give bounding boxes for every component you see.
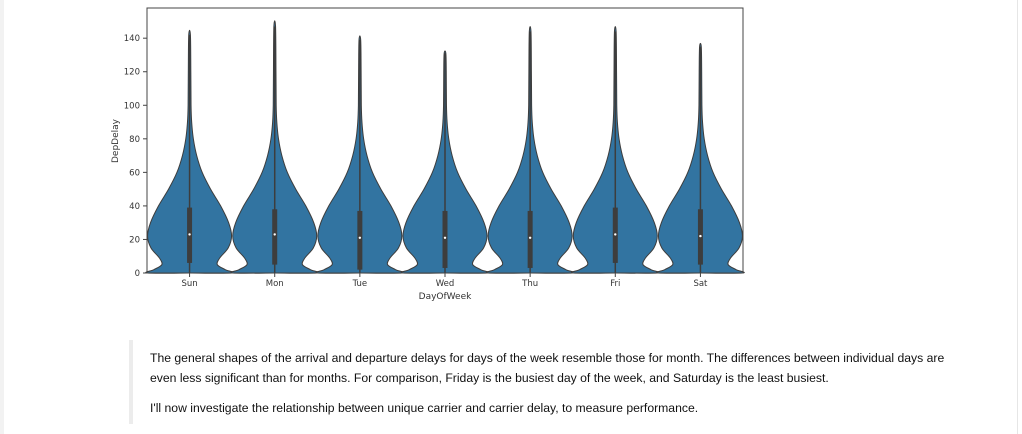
x-axis: Sun Mon Tue Wed Thu Fri Sat bbox=[181, 273, 708, 289]
y-tick-label: 80 bbox=[129, 135, 140, 145]
y-tick-label: 40 bbox=[129, 202, 140, 212]
y-tick-label: 20 bbox=[129, 235, 140, 245]
page-left-border bbox=[0, 0, 4, 434]
x-tick-label: Sat bbox=[693, 279, 708, 289]
x-tick-label: Tue bbox=[352, 279, 368, 289]
page-right-border bbox=[1017, 0, 1018, 434]
median-point bbox=[358, 236, 362, 239]
y-axis: 0 20 40 60 80 100 120 140 bbox=[124, 34, 147, 279]
markdown-blockquote: The general shapes of the arrival and de… bbox=[129, 340, 963, 424]
median-point bbox=[443, 236, 447, 239]
violin-chart: 0 20 40 60 80 100 120 140 Sun Mon Tue Wed Thu Fri Sat… bbox=[111, 7, 745, 302]
x-tick-label: Sun bbox=[181, 279, 197, 289]
x-axis-label: DayOfWeek bbox=[419, 292, 472, 302]
violins bbox=[145, 20, 745, 274]
iqr-box bbox=[272, 209, 278, 265]
x-tick-label: Mon bbox=[266, 279, 284, 289]
notes-paragraph-1: The general shapes of the arrival and de… bbox=[150, 351, 945, 385]
y-tick-label: 60 bbox=[129, 168, 140, 178]
median-point bbox=[188, 233, 191, 236]
y-tick-label: 100 bbox=[124, 101, 140, 111]
median-point bbox=[528, 236, 532, 239]
y-tick-label: 120 bbox=[124, 68, 140, 78]
y-axis-label: DepDelay bbox=[111, 118, 121, 163]
iqr-box bbox=[527, 210, 533, 268]
y-tick-label: 140 bbox=[124, 34, 140, 44]
iqr-box bbox=[442, 210, 448, 268]
median-point bbox=[614, 233, 617, 236]
iqr-box bbox=[357, 210, 363, 270]
x-tick-label: Fri bbox=[610, 279, 620, 289]
median-point bbox=[273, 233, 276, 236]
notes-paragraph-2: I'll now investigate the relationship be… bbox=[150, 401, 699, 415]
x-tick-label: Wed bbox=[436, 279, 455, 289]
y-tick-label: 0 bbox=[135, 269, 140, 279]
median-point bbox=[699, 234, 702, 238]
x-tick-label: Thu bbox=[521, 279, 538, 289]
